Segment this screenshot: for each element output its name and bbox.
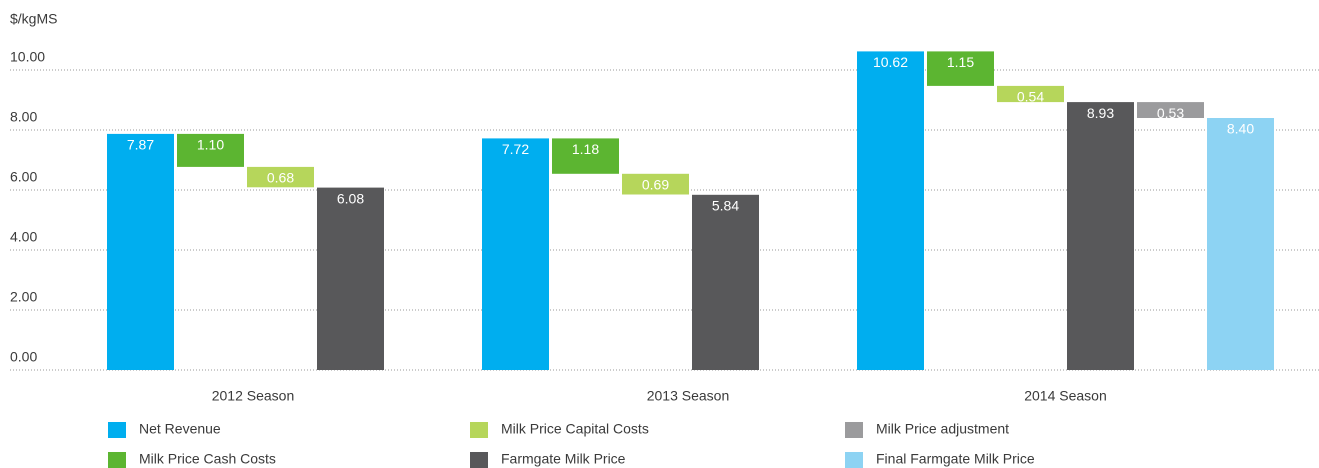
legend-label: Milk Price Capital Costs (501, 421, 649, 437)
bar (1067, 102, 1134, 370)
value-label: 7.72 (502, 141, 529, 157)
bar (857, 51, 924, 371)
y-axis-label: $/kgMS (10, 11, 57, 27)
value-label: 6.08 (337, 190, 364, 206)
y-tick-label: 0.00 (10, 349, 37, 365)
legend-label: Farmgate Milk Price (501, 451, 626, 467)
value-label: 7.87 (127, 137, 154, 153)
legend-swatch (845, 452, 863, 468)
bar (622, 173, 689, 195)
legend-swatch (845, 422, 863, 438)
y-tick-label: 2.00 (10, 289, 37, 305)
y-tick-label: 4.00 (10, 229, 37, 245)
legend-label: Milk Price adjustment (876, 421, 1009, 437)
bar (692, 194, 759, 370)
legend-label: Final Farmgate Milk Price (876, 451, 1035, 467)
bar (927, 51, 994, 86)
legend-swatch (470, 452, 488, 468)
bar (317, 187, 384, 370)
value-label: 1.10 (197, 137, 224, 153)
value-label: 0.69 (642, 177, 669, 193)
value-label: 0.53 (1157, 105, 1184, 121)
x-tick-label: 2013 Season (647, 388, 730, 404)
x-tick-label: 2012 Season (212, 388, 295, 404)
y-tick-label: 6.00 (10, 169, 37, 185)
bar (482, 138, 549, 370)
legend-swatch (108, 452, 126, 468)
bar (997, 85, 1064, 103)
value-label: 5.84 (712, 198, 739, 214)
value-label: 1.18 (572, 141, 599, 157)
value-label: 1.15 (947, 54, 974, 70)
legend-swatch (470, 422, 488, 438)
legend-swatch (108, 422, 126, 438)
value-label: 0.68 (267, 170, 294, 186)
value-label: 8.40 (1227, 121, 1254, 137)
y-tick-label: 10.00 (10, 49, 45, 65)
y-tick-label: 8.00 (10, 109, 37, 125)
x-tick-label: 2014 Season (1024, 388, 1107, 404)
bar (1137, 102, 1204, 118)
value-label: 8.93 (1087, 105, 1114, 121)
bar (177, 133, 244, 167)
legend-label: Net Revenue (139, 421, 221, 437)
bar (552, 138, 619, 174)
bar (247, 166, 314, 188)
bar (1207, 118, 1274, 370)
legend-label: Milk Price Cash Costs (139, 451, 276, 467)
value-label: 10.62 (873, 54, 908, 70)
bar (107, 133, 174, 370)
value-label: 0.54 (1017, 89, 1044, 105)
